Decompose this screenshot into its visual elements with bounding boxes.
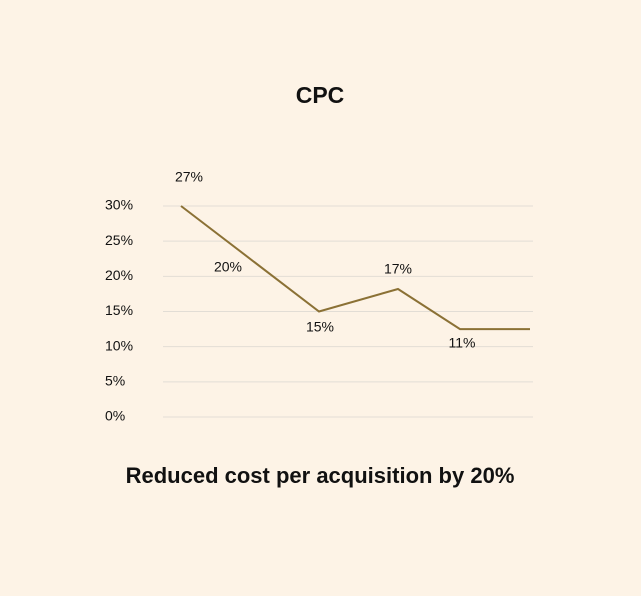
annotation: 27% bbox=[175, 169, 203, 185]
y-tick-label: 5% bbox=[105, 373, 125, 389]
y-tick-label: 25% bbox=[105, 232, 133, 248]
chart-title: CPC bbox=[296, 82, 345, 108]
annotation: 20% bbox=[214, 259, 242, 275]
chart-caption: Reduced cost per acquisition by 20% bbox=[126, 463, 515, 488]
y-tick-label: 30% bbox=[105, 197, 133, 213]
data-line bbox=[180, 205, 530, 331]
annotation: 15% bbox=[306, 319, 334, 335]
y-tick-label: 15% bbox=[105, 302, 133, 318]
y-tick-label: 20% bbox=[105, 267, 133, 283]
annotation: 11% bbox=[449, 335, 476, 351]
annotation: 17% bbox=[384, 261, 412, 277]
y-tick-label: 0% bbox=[105, 408, 125, 424]
y-tick-label: 10% bbox=[105, 337, 133, 353]
